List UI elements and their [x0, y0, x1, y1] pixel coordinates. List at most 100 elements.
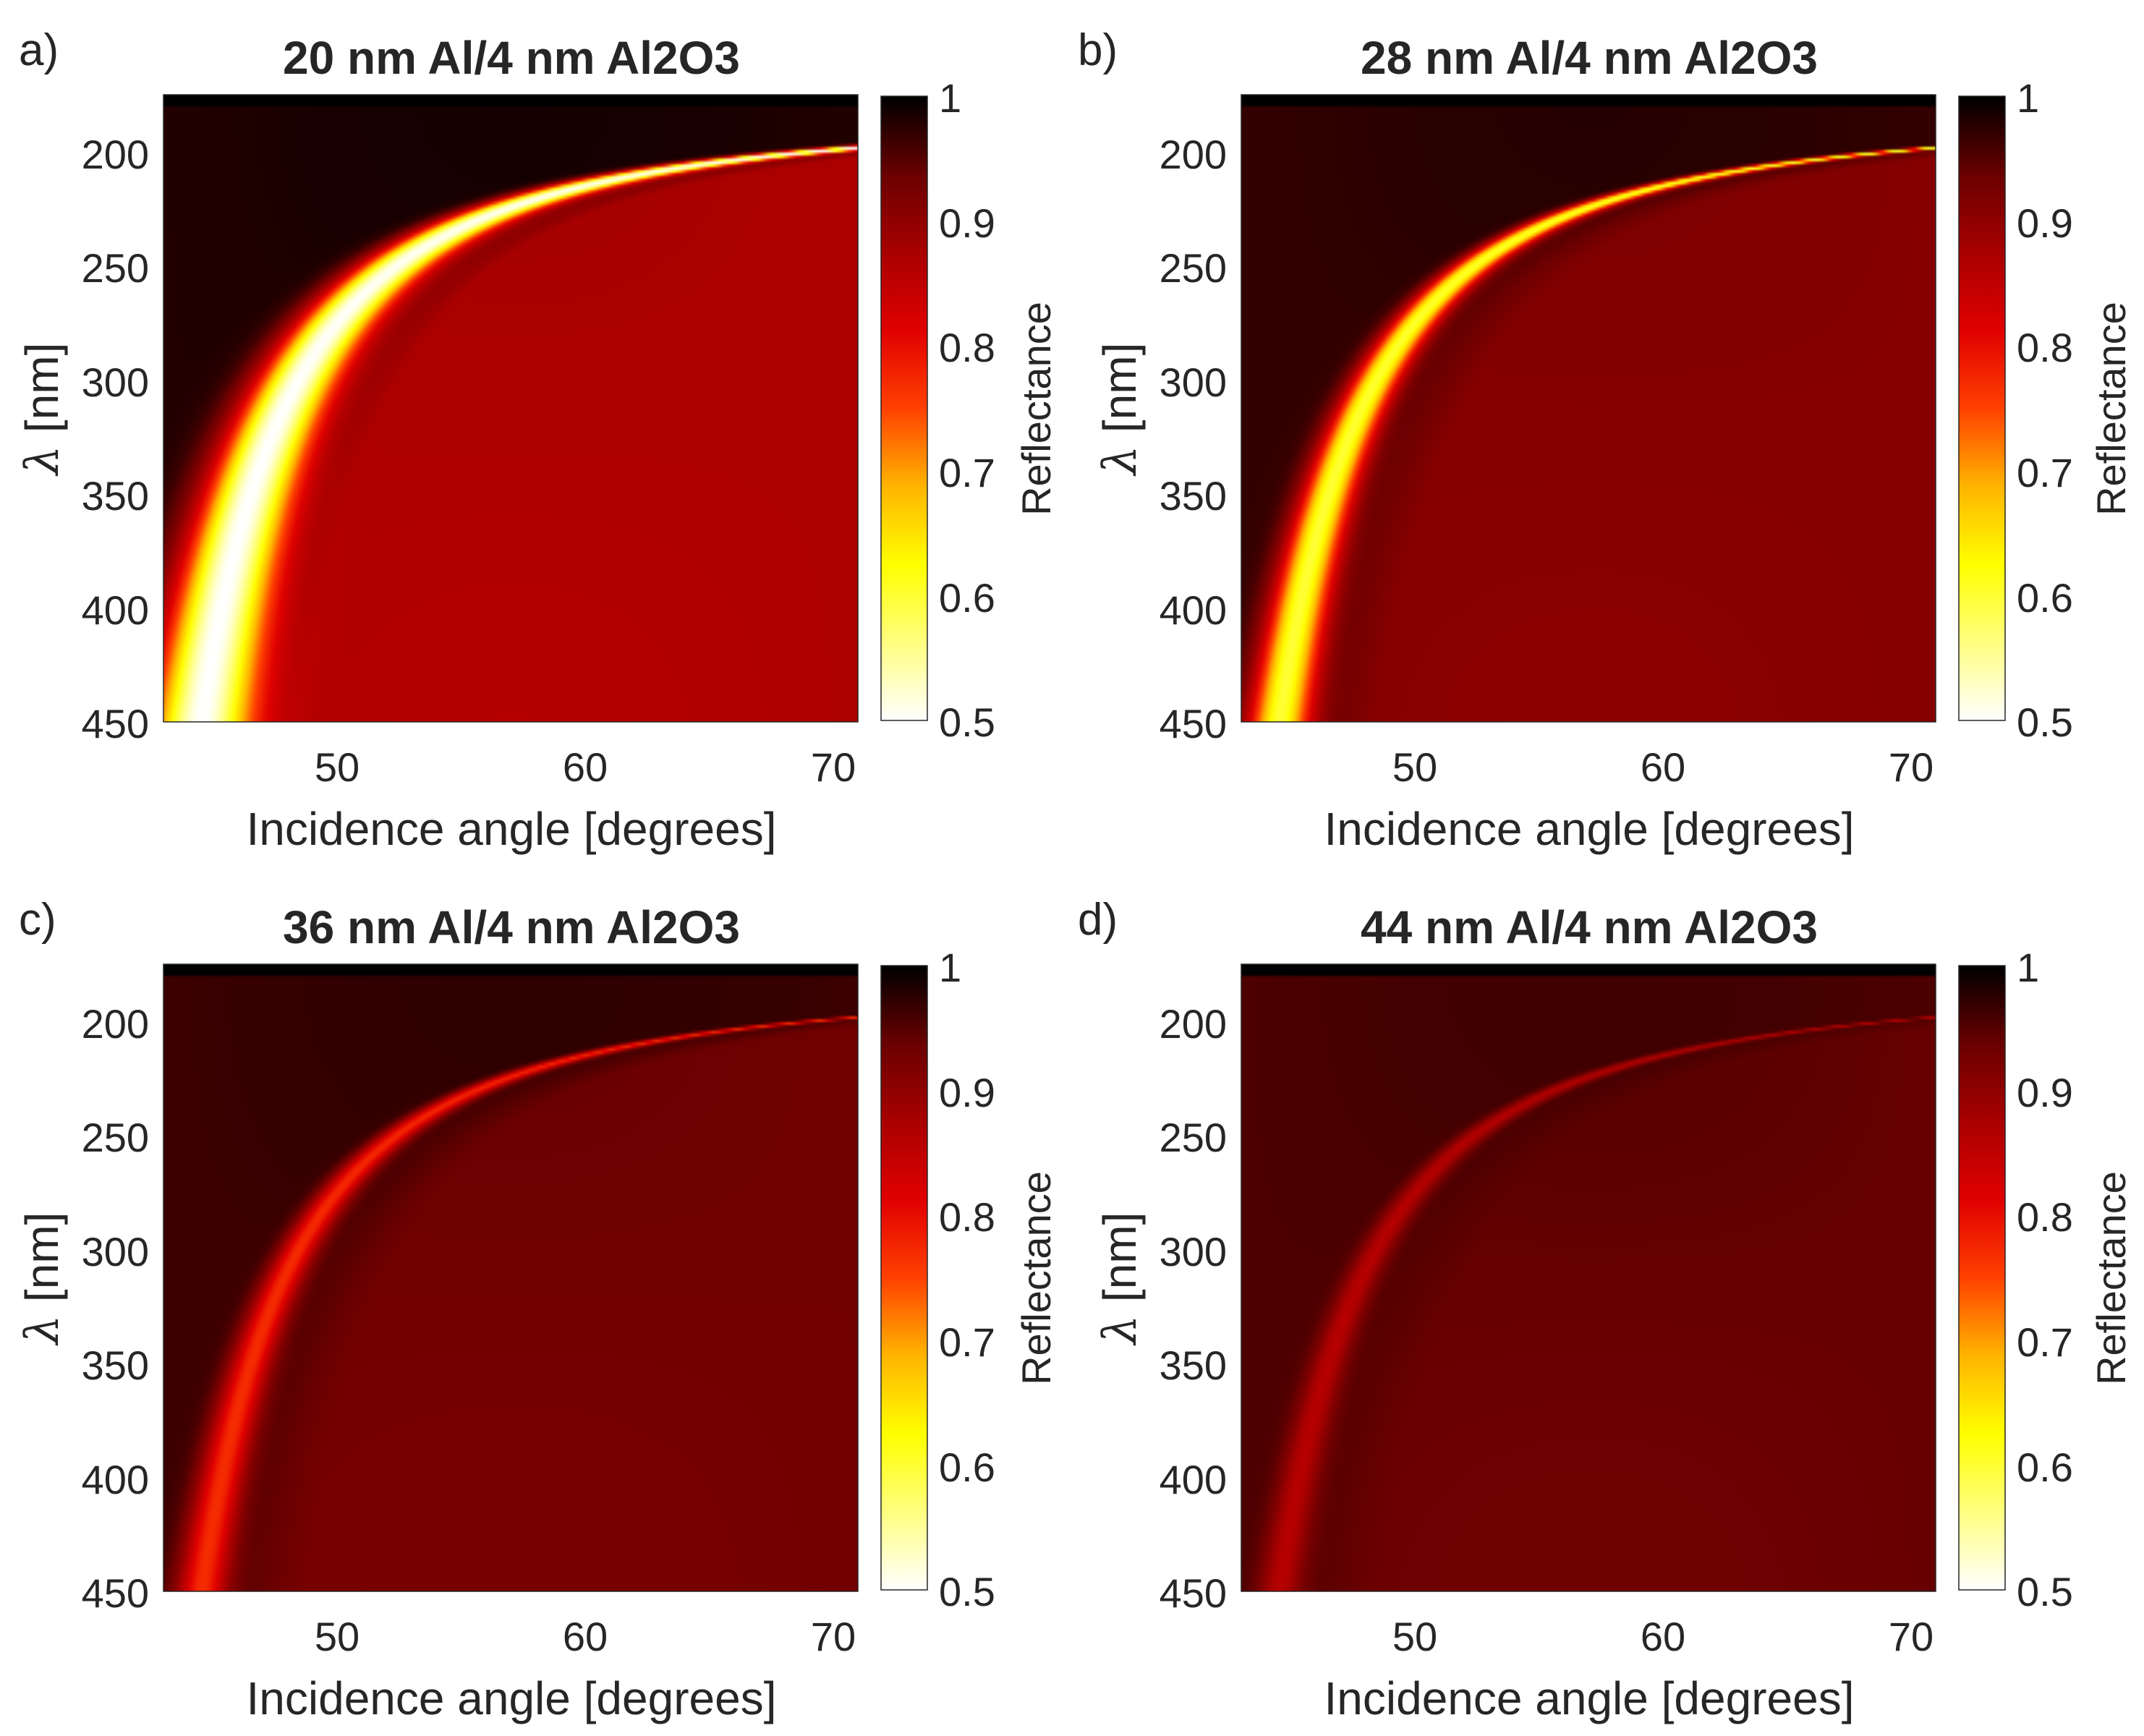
chart-title: 44 nm Al/4 nm Al2O3 — [1361, 901, 1818, 953]
panel-label: b) — [1078, 25, 1118, 75]
y-tick-label: 300 — [1160, 359, 1227, 405]
colorbar-tick-label: 0.7 — [2017, 450, 2073, 495]
y-axis-unit: [nm] — [1094, 1212, 1146, 1302]
y-tick-label: 400 — [1160, 587, 1227, 633]
panel-c: c) 36 nm Al/4 nm Al2O3 200 250 300 350 4… — [16, 895, 1059, 1724]
y-tick-label: 450 — [1160, 1570, 1227, 1616]
panel-d: d) 44 nm Al/4 nm Al2O3 200 250 300 350 4… — [1078, 895, 2134, 1724]
y-axis-label: λ [nm] — [16, 343, 69, 477]
x-tick-label: 60 — [1641, 1614, 1685, 1659]
y-tick-label: 450 — [82, 1570, 149, 1616]
y-tick-label: 250 — [82, 1115, 149, 1160]
colorbar-label: Reflectance — [2088, 1171, 2134, 1385]
chart-title: 36 nm Al/4 nm Al2O3 — [283, 901, 740, 953]
x-tick-label: 50 — [1392, 744, 1437, 790]
colorbar-tick-label: 0.5 — [2017, 1569, 2073, 1614]
colorbar-label: Reflectance — [2088, 302, 2134, 516]
y-axis-unit: [nm] — [1094, 343, 1146, 433]
y-axis-symbol: λ — [1094, 1315, 1147, 1347]
colorbar-tick-label: 0.5 — [2017, 699, 2073, 745]
colorbar-tick-label: 0.8 — [939, 1194, 995, 1240]
y-tick-label: 350 — [1160, 1343, 1227, 1388]
colorbar-tick-label: 0.6 — [939, 575, 995, 621]
y-tick-label: 200 — [82, 132, 149, 177]
y-axis-symbol: λ — [1094, 446, 1147, 477]
x-tick-label: 50 — [315, 1614, 360, 1659]
y-axis-label: λ [nm] — [16, 1212, 69, 1347]
x-tick-label: 60 — [563, 744, 608, 790]
y-tick-label: 400 — [82, 587, 149, 633]
heatmap-plot — [1241, 964, 1936, 1591]
colorbar-tick-label: 0.7 — [2017, 1319, 2073, 1365]
y-tick-label: 350 — [82, 473, 149, 519]
heatmap-frame — [1241, 94, 1936, 723]
colorbar-tick-label: 0.8 — [2017, 1194, 2073, 1240]
colorbar-tick-label: 0.9 — [2017, 200, 2073, 246]
chart-title: 28 nm Al/4 nm Al2O3 — [1361, 32, 1818, 84]
x-axis-label: Incidence angle [degrees] — [1324, 1672, 1855, 1724]
y-axis-symbol: λ — [16, 446, 69, 477]
colorbar-tick-label: 0.8 — [939, 325, 995, 370]
panel-label: c) — [19, 895, 56, 945]
x-axis-label: Incidence angle [degrees] — [247, 1672, 777, 1724]
y-tick-label: 400 — [1160, 1457, 1227, 1502]
y-tick-label: 200 — [1160, 132, 1227, 177]
y-tick-label: 200 — [1160, 1001, 1227, 1047]
x-tick-label: 70 — [1889, 744, 1934, 790]
colorbar-tick-label: 0.7 — [939, 1319, 995, 1365]
y-tick-label: 450 — [82, 701, 149, 746]
colorbar-tick-label: 0.5 — [939, 1569, 995, 1614]
x-tick-label: 50 — [1392, 1614, 1437, 1659]
colorbar-tick-label: 1 — [939, 75, 961, 121]
colorbar — [880, 95, 928, 721]
y-axis-label: λ [nm] — [1094, 343, 1147, 477]
colorbar-tick-label: 1 — [939, 945, 961, 990]
y-tick-label: 200 — [82, 1001, 149, 1047]
x-tick-label: 60 — [1641, 744, 1685, 790]
y-axis-label: λ [nm] — [1094, 1212, 1147, 1347]
colorbar-tick-label: 0.7 — [939, 450, 995, 495]
colorbar-tick-label: 0.6 — [2017, 1444, 2073, 1490]
colorbar-tick-label: 0.8 — [2017, 325, 2073, 370]
colorbar-tick-label: 0.5 — [939, 699, 995, 745]
colorbar — [880, 965, 928, 1591]
panel-label: d) — [1078, 895, 1118, 945]
x-tick-label: 60 — [563, 1614, 608, 1659]
y-tick-label: 300 — [82, 1229, 149, 1275]
y-axis-unit: [nm] — [16, 343, 68, 433]
heatmap-frame — [1241, 963, 1936, 1592]
y-tick-label: 450 — [1160, 701, 1227, 746]
y-axis-symbol: λ — [16, 1315, 69, 1347]
x-tick-label: 70 — [811, 1614, 856, 1659]
y-tick-label: 300 — [82, 359, 149, 405]
heatmap-plot — [163, 964, 858, 1591]
heatmap-plot — [1241, 95, 1936, 722]
colorbar-tick-label: 0.9 — [939, 1070, 995, 1115]
x-tick-label: 70 — [1889, 1614, 1934, 1659]
colorbar-tick-label: 0.9 — [939, 200, 995, 246]
y-tick-label: 400 — [82, 1457, 149, 1502]
x-tick-label: 50 — [315, 744, 360, 790]
x-axis-label: Incidence angle [degrees] — [1324, 803, 1855, 855]
y-tick-label: 250 — [1160, 245, 1227, 291]
x-axis-label: Incidence angle [degrees] — [247, 803, 777, 855]
y-axis-unit: [nm] — [16, 1212, 68, 1302]
x-tick-label: 70 — [811, 744, 856, 790]
colorbar-tick-label: 1 — [2017, 945, 2039, 990]
panel-a: a) 20 nm Al/4 nm Al2O3 200 250 300 350 4… — [16, 25, 1059, 855]
chart-title: 20 nm Al/4 nm Al2O3 — [283, 32, 740, 84]
y-tick-label: 350 — [1160, 473, 1227, 519]
colorbar-tick-label: 0.6 — [939, 1444, 995, 1490]
colorbar — [1958, 95, 2006, 721]
y-tick-label: 300 — [1160, 1229, 1227, 1275]
heatmap-plot — [163, 95, 858, 722]
colorbar-label: Reflectance — [1013, 1171, 1059, 1385]
colorbar — [1958, 965, 2006, 1591]
colorbar-label: Reflectance — [1013, 302, 1059, 516]
colorbar-tick-label: 0.9 — [2017, 1070, 2073, 1115]
y-tick-label: 250 — [82, 245, 149, 291]
panel-b: b) 28 nm Al/4 nm Al2O3 200 250 300 350 4… — [1078, 25, 2134, 855]
colorbar-tick-label: 1 — [2017, 75, 2039, 121]
y-tick-label: 250 — [1160, 1115, 1227, 1160]
